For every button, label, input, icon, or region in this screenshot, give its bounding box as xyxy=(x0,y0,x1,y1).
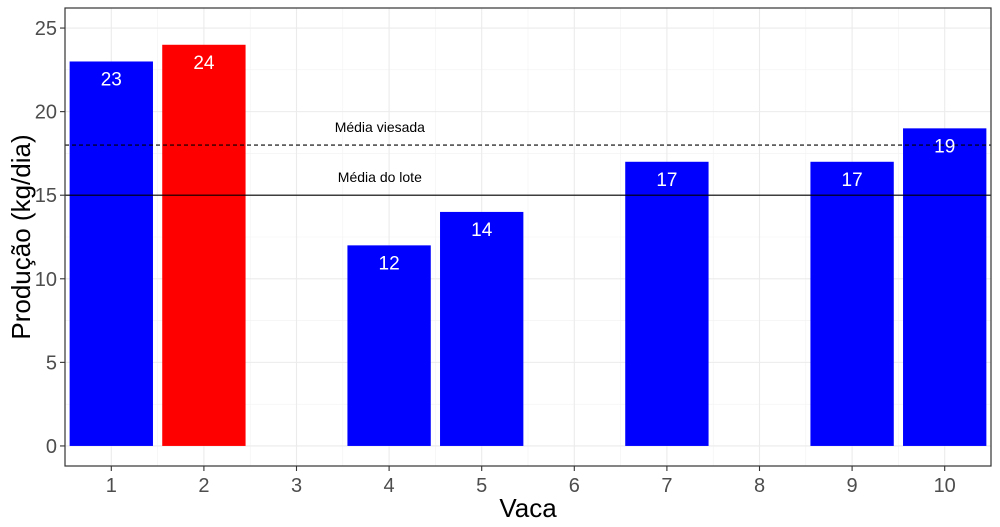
panel-border xyxy=(64,7,992,467)
reference-line-label: Média do lote xyxy=(338,169,422,185)
x-tick-label: 9 xyxy=(847,475,858,497)
x-tick-label: 5 xyxy=(476,475,487,497)
bar-value-label: 17 xyxy=(842,170,863,191)
y-tick-label: 25 xyxy=(35,18,57,40)
y-axis: 0 5 10 15 20 25 xyxy=(35,18,65,458)
y-tick-label: 20 xyxy=(35,102,57,124)
y-axis-title: Produção (kg/dia) xyxy=(6,134,36,339)
bar-value-label: 23 xyxy=(101,69,122,90)
y-tick-label: 15 xyxy=(35,185,57,207)
x-tick-label: 6 xyxy=(569,475,580,497)
bar xyxy=(810,161,894,446)
reference-lines: Média viesada Média do lote xyxy=(65,119,991,196)
y-tick-label: 5 xyxy=(46,352,57,374)
bar xyxy=(625,161,709,446)
bar xyxy=(440,211,524,446)
x-tick-label: 8 xyxy=(754,475,765,497)
y-tick-label: 10 xyxy=(35,269,57,291)
x-tick-label: 4 xyxy=(384,475,395,497)
bar-value-label: 14 xyxy=(471,220,493,241)
bar-value-label: 17 xyxy=(656,170,677,191)
x-tick-label: 1 xyxy=(106,475,117,497)
bar-labels: 23 24 12 14 17 17 19 xyxy=(101,53,956,275)
bar-value-label: 19 xyxy=(934,136,955,157)
x-tick-label: 10 xyxy=(934,475,956,497)
x-tick-label: 3 xyxy=(291,475,302,497)
bars xyxy=(69,44,987,446)
y-tick-label: 0 xyxy=(46,436,57,458)
x-axis: 1 2 3 4 5 6 7 8 9 10 xyxy=(106,466,956,497)
bar-value-label: 12 xyxy=(379,253,400,274)
bar xyxy=(69,61,153,446)
bar xyxy=(903,128,987,446)
bar xyxy=(347,245,431,446)
x-tick-label: 7 xyxy=(661,475,672,497)
bar-value-label: 24 xyxy=(193,53,215,74)
reference-line-label: Média viesada xyxy=(335,119,425,135)
x-axis-title: Vaca xyxy=(499,493,557,523)
bar xyxy=(162,44,246,446)
x-tick-label: 2 xyxy=(198,475,209,497)
